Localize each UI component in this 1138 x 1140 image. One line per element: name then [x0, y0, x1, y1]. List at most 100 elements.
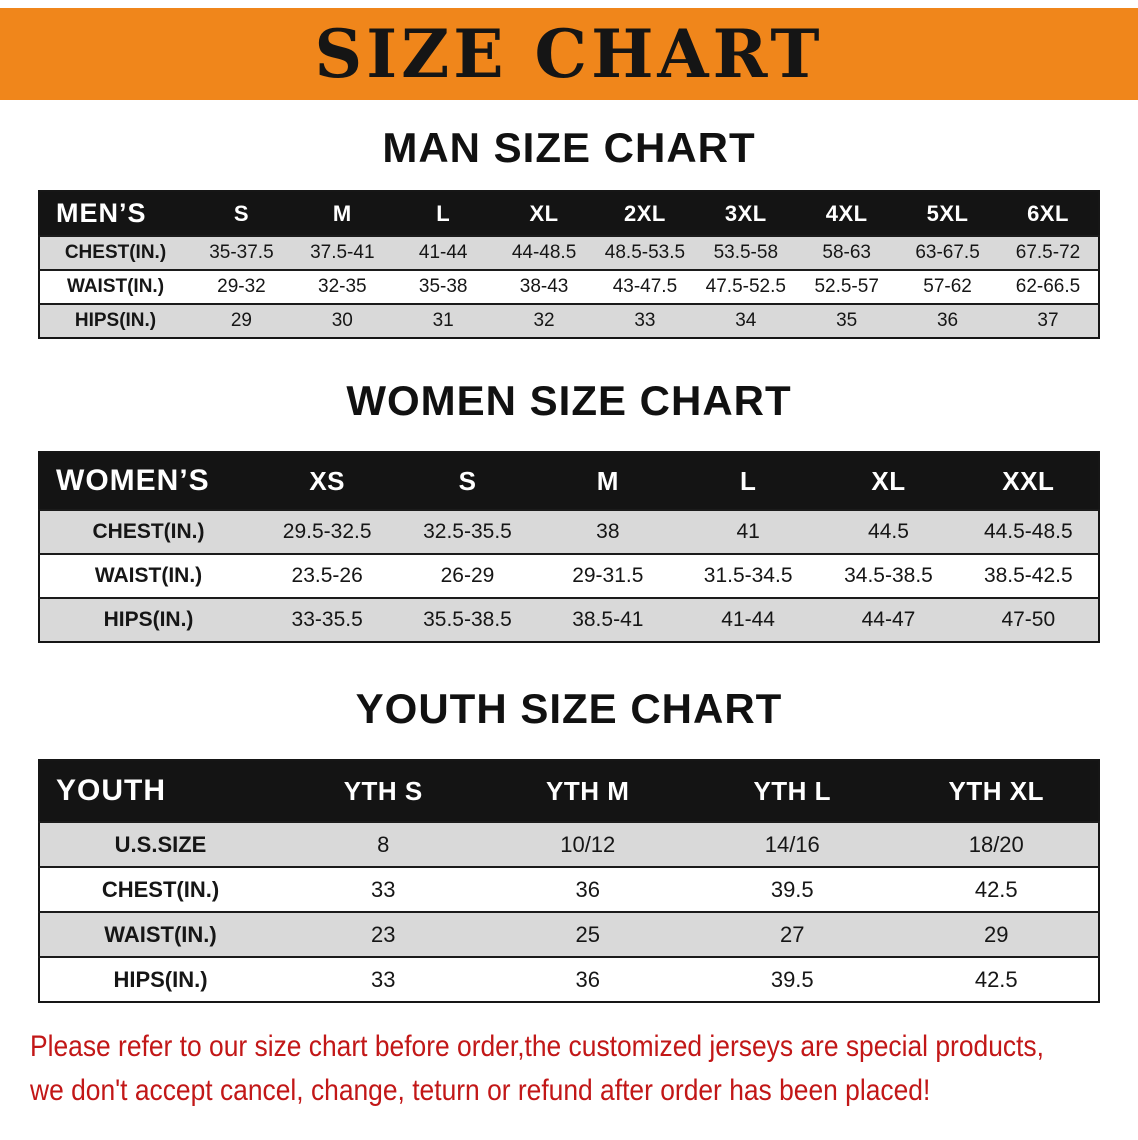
table-row: U.S.SIZE 8 10/12 14/16 18/20 [39, 821, 1099, 867]
row-label-cell: CHEST(IN.) [39, 235, 191, 270]
value-cell: 36 [897, 303, 998, 338]
table-row: WAIST(IN.) 29-32 32-35 35-38 38-43 43-47.5 47.… [39, 269, 1099, 304]
size-column-header: YTH M [485, 760, 690, 822]
value-cell: 39.5 [690, 956, 895, 1002]
men-size-table: MEN’S S M L XL 2XL 3XL 4XL 5XL 6XL CHEST(IN.) 35-37… [38, 190, 1100, 339]
size-column-header: 4XL [796, 191, 898, 236]
size-column-header: XS [257, 452, 398, 510]
table-title-cell: YOUTH [39, 760, 281, 822]
size-column-header: L [677, 452, 819, 510]
page-title: SIZE CHART [314, 15, 824, 93]
size-column-header: XXL [958, 452, 1099, 510]
size-column-header: S [191, 191, 292, 236]
value-cell: 29 [894, 911, 1099, 957]
value-cell: 33 [281, 956, 486, 1002]
value-cell: 44-48.5 [493, 235, 595, 270]
value-cell: 31.5-34.5 [677, 553, 819, 598]
value-cell: 44-47 [818, 597, 959, 642]
notice-line-1: Please refer to our size chart before or… [30, 1030, 1044, 1063]
value-cell: 14/16 [690, 821, 895, 867]
value-cell: 42.5 [894, 866, 1099, 912]
value-cell: 58-63 [796, 235, 898, 270]
value-cell: 67.5-72 [998, 235, 1099, 270]
table-row: HIPS(IN.) 29 30 31 32 33 34 35 36 37 [39, 303, 1099, 338]
row-label-cell: HIPS(IN.) [39, 597, 257, 642]
row-label-cell: U.S.SIZE [39, 821, 281, 867]
size-chart-page: SIZE CHART MAN SIZE CHART MEN’S S M L XL 2XL 3… [0, 8, 1138, 1112]
value-cell: 42.5 [894, 956, 1099, 1002]
row-label-cell: WAIST(IN.) [39, 269, 191, 304]
size-column-header: 5XL [897, 191, 998, 236]
footer-notice: Please refer to our size chart before or… [30, 1025, 1138, 1112]
value-cell: 36 [485, 956, 690, 1002]
size-column-header: XL [818, 452, 959, 510]
table-header-row: YOUTH YTH S YTH M YTH L YTH XL [39, 760, 1099, 822]
value-cell: 34.5-38.5 [818, 553, 959, 598]
size-column-header: YTH L [690, 760, 895, 822]
value-cell: 47.5-52.5 [695, 269, 797, 304]
value-cell: 29 [191, 303, 292, 338]
value-cell: 53.5-58 [695, 235, 797, 270]
value-cell: 39.5 [690, 866, 895, 912]
size-column-header: XL [493, 191, 595, 236]
value-cell: 33 [594, 303, 696, 338]
size-column-header: YTH XL [894, 760, 1099, 822]
table-row: HIPS(IN.) 33 36 39.5 42.5 [39, 956, 1099, 1002]
value-cell: 32-35 [291, 269, 393, 304]
notice-line-2: we don't accept cancel, change, teturn o… [30, 1073, 931, 1107]
men-section-heading: MAN SIZE CHART [382, 124, 756, 171]
value-cell: 18/20 [894, 821, 1099, 867]
value-cell: 30 [291, 303, 393, 338]
value-cell: 36 [485, 866, 690, 912]
value-cell: 34 [695, 303, 797, 338]
value-cell: 41-44 [392, 235, 494, 270]
value-cell: 38-43 [493, 269, 595, 304]
value-cell: 41 [677, 509, 819, 554]
value-cell: 29-32 [191, 269, 292, 304]
table-row: CHEST(IN.) 33 36 39.5 42.5 [39, 866, 1099, 912]
youth-size-section: YOUTH SIZE CHART YOUTH YTH S YTH M YTH L YTH… [0, 685, 1138, 1003]
value-cell: 44.5 [818, 509, 959, 554]
table-row: CHEST(IN.) 35-37.5 37.5-41 41-44 44-48.5 48.5… [39, 235, 1099, 270]
value-cell: 31 [392, 303, 494, 338]
value-cell: 47-50 [958, 597, 1099, 642]
youth-section-heading: YOUTH SIZE CHART [355, 685, 783, 732]
value-cell: 62-66.5 [998, 269, 1099, 304]
size-column-header: 2XL [594, 191, 696, 236]
value-cell: 29-31.5 [537, 553, 678, 598]
value-cell: 26-29 [397, 553, 538, 598]
men-size-section: MAN SIZE CHART MEN’S S M L XL 2XL 3XL 4XL 5XL 6XL… [0, 124, 1138, 339]
size-column-header: M [291, 191, 393, 236]
women-size-table: WOMEN’S XS S M L XL XXL CHEST(IN.) 29.5-32.5 32.5… [38, 451, 1100, 643]
table-row: HIPS(IN.) 33-35.5 35.5-38.5 38.5-41 41-44 44-… [39, 597, 1099, 642]
value-cell: 35-37.5 [191, 235, 292, 270]
row-label-cell: CHEST(IN.) [39, 866, 281, 912]
women-section-heading: WOMEN SIZE CHART [346, 377, 792, 424]
value-cell: 52.5-57 [796, 269, 898, 304]
women-size-section: WOMEN SIZE CHART WOMEN’S XS S M L XL XXL CHEST(… [0, 377, 1138, 643]
value-cell: 43-47.5 [594, 269, 696, 304]
row-label-cell: CHEST(IN.) [39, 509, 257, 554]
size-column-header: M [537, 452, 678, 510]
value-cell: 10/12 [485, 821, 690, 867]
value-cell: 27 [690, 911, 895, 957]
value-cell: 35.5-38.5 [397, 597, 538, 642]
table-row: WAIST(IN.) 23 25 27 29 [39, 911, 1099, 957]
table-header-row: WOMEN’S XS S M L XL XXL [39, 452, 1099, 510]
value-cell: 57-62 [897, 269, 998, 304]
youth-size-table: YOUTH YTH S YTH M YTH L YTH XL U.S.SIZE 8 10/12… [38, 759, 1100, 1003]
value-cell: 8 [281, 821, 486, 867]
size-column-header: S [397, 452, 538, 510]
size-column-header: YTH S [281, 760, 486, 822]
table-row: CHEST(IN.) 29.5-32.5 32.5-35.5 38 41 44.5 44.5… [39, 509, 1099, 554]
row-label-cell: WAIST(IN.) [39, 911, 281, 957]
value-cell: 63-67.5 [897, 235, 998, 270]
size-column-header: 6XL [998, 191, 1099, 236]
value-cell: 48.5-53.5 [594, 235, 696, 270]
banner: SIZE CHART [0, 8, 1138, 100]
value-cell: 33 [281, 866, 486, 912]
table-row: WAIST(IN.) 23.5-26 26-29 29-31.5 31.5-34.5 34… [39, 553, 1099, 598]
value-cell: 23.5-26 [257, 553, 398, 598]
row-label-cell: HIPS(IN.) [39, 956, 281, 1002]
value-cell: 37 [998, 303, 1099, 338]
